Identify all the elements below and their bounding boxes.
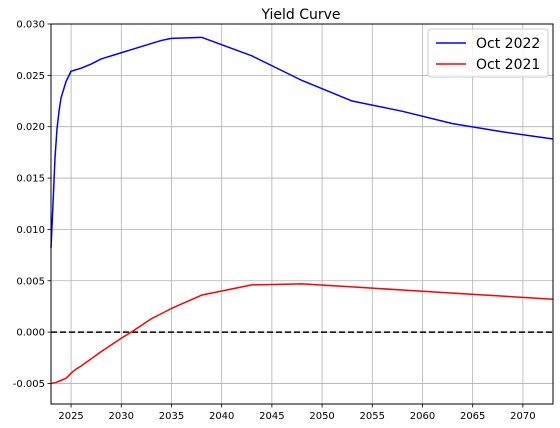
x-tick-label: 2040 xyxy=(209,411,234,422)
plot-frame xyxy=(50,23,554,405)
x-tick-label: 2070 xyxy=(510,411,535,422)
legend-box xyxy=(427,28,549,78)
x-tick-label: 2035 xyxy=(159,411,184,422)
x-tick-label: 2050 xyxy=(309,411,334,422)
legend-label-oct-2021: Oct 2021 xyxy=(476,57,540,73)
y-tick-label: -0.005 xyxy=(13,379,45,390)
y-tick-label: 0.005 xyxy=(16,276,45,287)
x-tick-label: 2030 xyxy=(109,411,134,422)
y-axis-ticks: -0.005 0.000 0.005 0.010 0.015 0.020 0.025 0.03… xyxy=(13,20,51,390)
series-line-oct-2022 xyxy=(50,36,554,248)
x-tick-label: 2060 xyxy=(410,411,435,422)
x-tick-label: 2055 xyxy=(360,411,385,422)
y-tick-label: 0.025 xyxy=(16,71,45,82)
series-line-oct-2021 xyxy=(50,283,554,385)
legend-label-oct-2022: Oct 2022 xyxy=(476,36,540,52)
y-tick-label: 0.015 xyxy=(16,174,45,185)
y-tick-label: 0.020 xyxy=(16,122,45,133)
x-axis-ticks: 2025 2030 2035 2040 2045 2050 2055 2060 2065 2070 xyxy=(58,404,536,422)
series-lines xyxy=(50,36,554,385)
legend: Oct 2022 Oct 2021 xyxy=(427,28,549,78)
y-tick-label: 0.010 xyxy=(16,225,45,236)
x-tick-label: 2065 xyxy=(460,411,485,422)
chart-title: Yield Curve xyxy=(260,7,340,23)
x-tick-label: 2045 xyxy=(259,411,284,422)
y-tick-label: 0.000 xyxy=(16,328,45,339)
y-tick-label: 0.030 xyxy=(16,20,45,31)
x-tick-label: 2025 xyxy=(58,411,83,422)
